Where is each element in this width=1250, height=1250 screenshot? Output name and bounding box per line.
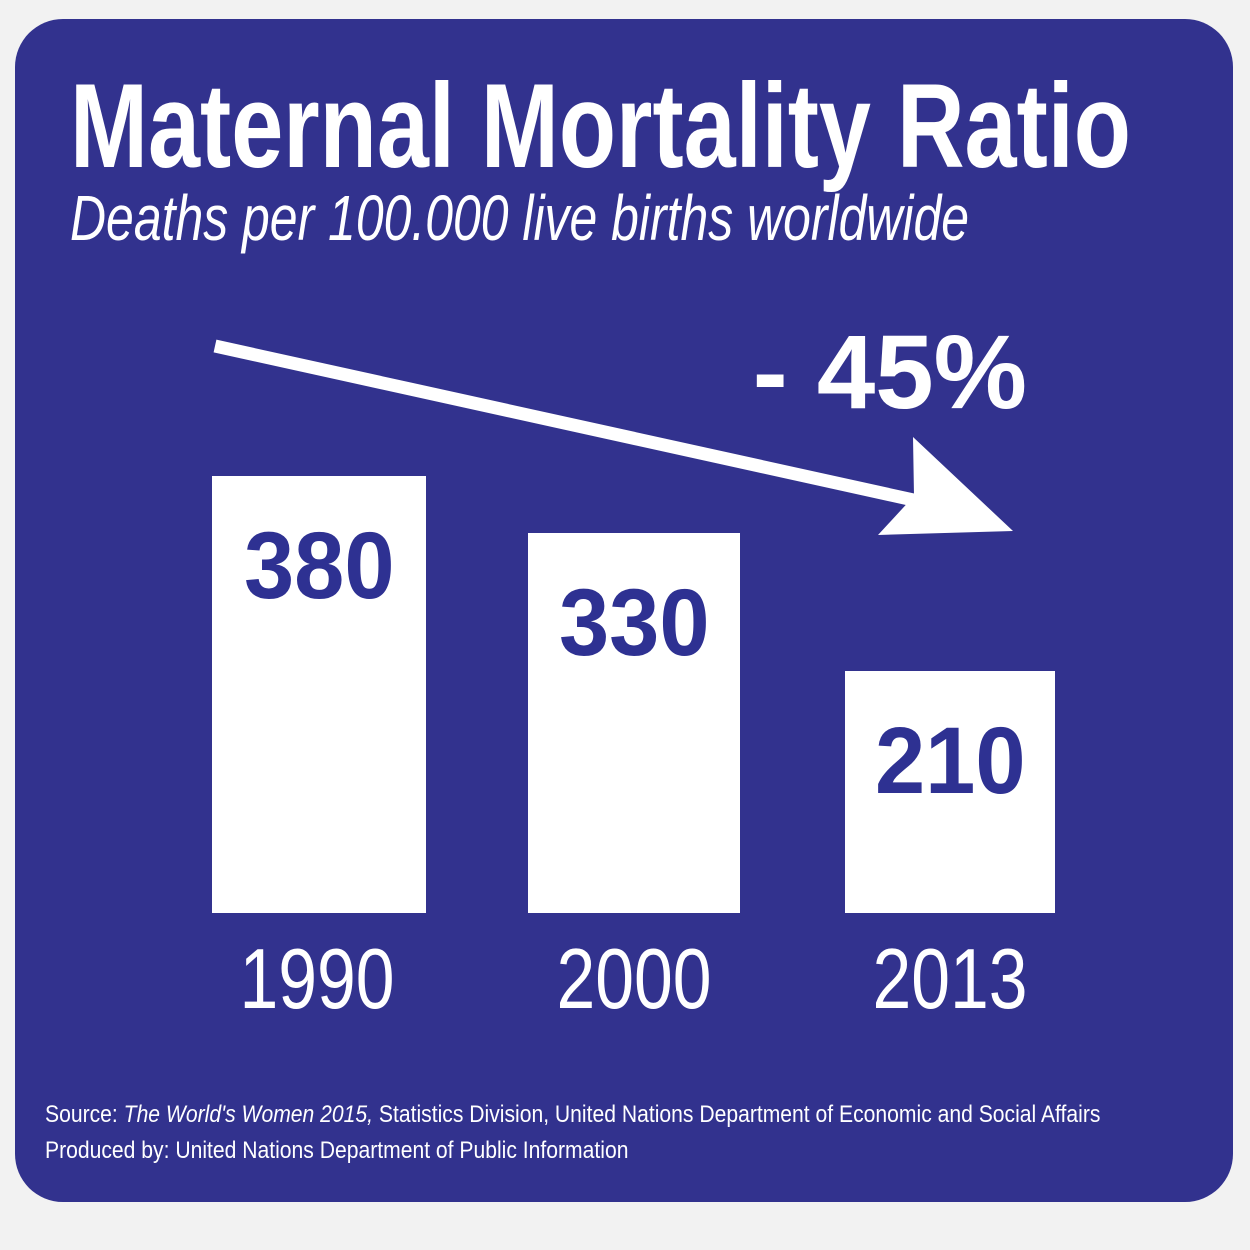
bar-value-2000: 330 bbox=[558, 570, 710, 676]
axis-label-2000: 2000 bbox=[556, 932, 712, 1027]
bar-1990: 380 bbox=[212, 476, 426, 913]
bar-value-2013: 210 bbox=[874, 708, 1026, 814]
source-rest: Statistics Division, United Nations Depa… bbox=[373, 1101, 1101, 1128]
source-publication: The World's Women 2015, bbox=[123, 1101, 374, 1128]
bar-value-1990: 380 bbox=[243, 513, 395, 619]
axis-label-1990: 1990 bbox=[239, 932, 395, 1027]
source-prefix: Source: bbox=[45, 1101, 124, 1128]
produced-by-line: Produced by: United Nations Department o… bbox=[45, 1137, 629, 1164]
source-line: Source: The World's Women 2015, Statisti… bbox=[45, 1097, 1100, 1133]
bar-2000: 330 bbox=[528, 533, 740, 913]
bar-2013: 210 bbox=[845, 671, 1055, 913]
page-title: Maternal Mortality Ratio bbox=[70, 59, 1131, 193]
percent-change-label: - 45% bbox=[752, 314, 1027, 431]
footer: Source: The World's Women 2015, Statisti… bbox=[45, 1097, 1244, 1169]
axis-label-2013: 2013 bbox=[872, 932, 1028, 1027]
page-subtitle: Deaths per 100.000 live births worldwide bbox=[70, 182, 970, 254]
